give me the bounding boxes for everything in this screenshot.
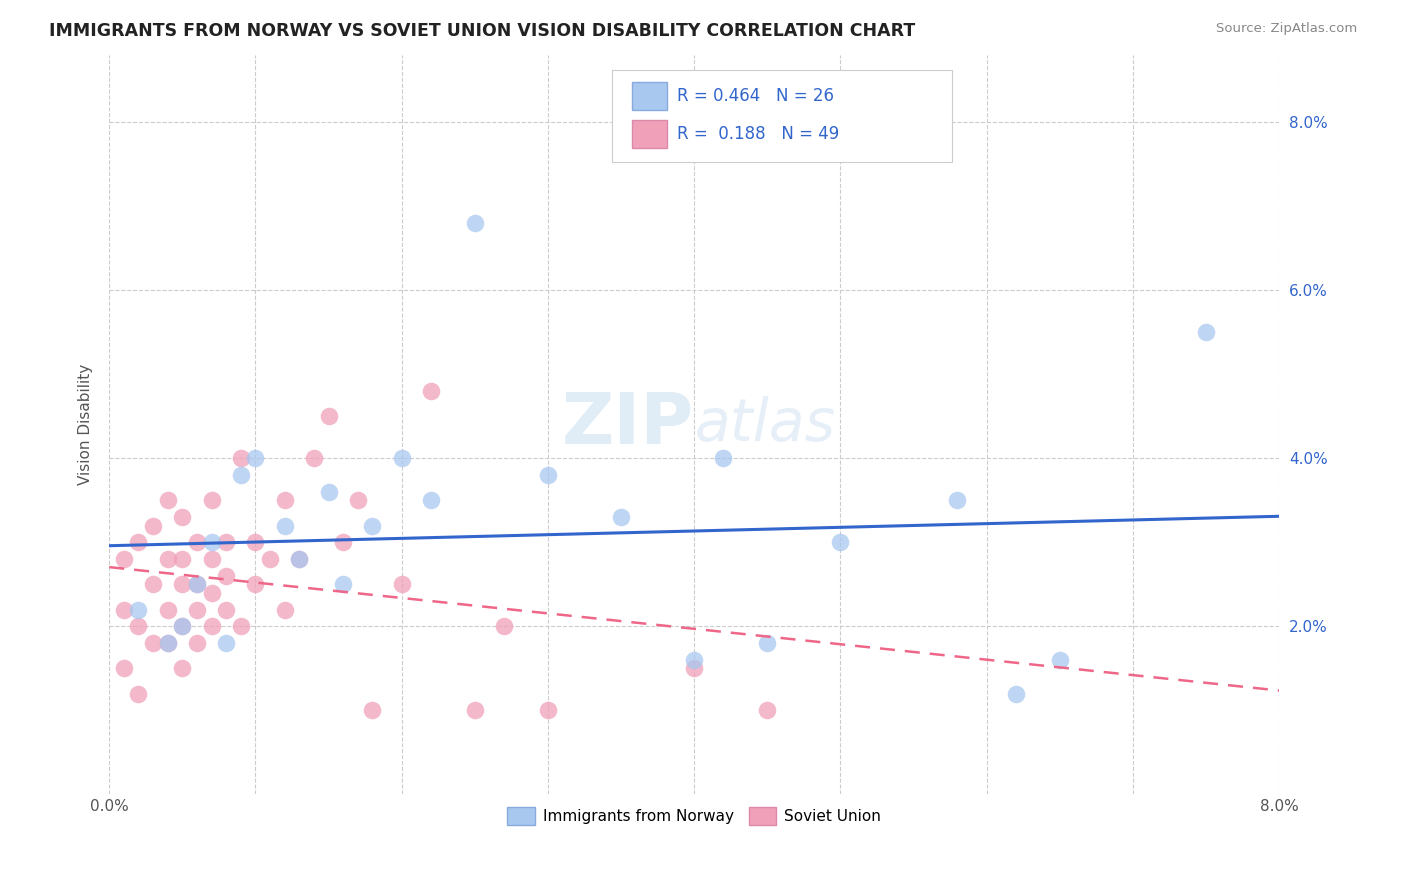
Point xyxy=(274,518,297,533)
Point xyxy=(332,535,354,549)
Legend: Immigrants from Norway, Soviet Union: Immigrants from Norway, Soviet Union xyxy=(502,801,887,831)
Point xyxy=(156,636,179,650)
Point xyxy=(186,636,208,650)
Point xyxy=(172,661,194,675)
Point xyxy=(201,619,224,633)
Point xyxy=(361,703,384,717)
Point xyxy=(259,552,281,566)
Point xyxy=(112,661,135,675)
Point xyxy=(112,552,135,566)
Point xyxy=(127,535,149,549)
Point xyxy=(464,216,486,230)
Text: Source: ZipAtlas.com: Source: ZipAtlas.com xyxy=(1216,22,1357,36)
Point xyxy=(172,552,194,566)
Point xyxy=(756,636,779,650)
Text: atlas: atlas xyxy=(695,396,835,453)
Point xyxy=(713,451,735,466)
Point xyxy=(420,493,443,508)
Point xyxy=(142,577,165,591)
Point xyxy=(156,552,179,566)
Point xyxy=(156,636,179,650)
Point xyxy=(215,636,238,650)
Text: ZIP: ZIP xyxy=(562,391,695,459)
Point xyxy=(245,535,267,549)
Point xyxy=(201,493,224,508)
Y-axis label: Vision Disability: Vision Disability xyxy=(79,364,93,485)
Point xyxy=(186,577,208,591)
Point xyxy=(494,619,516,633)
Point xyxy=(127,602,149,616)
Point xyxy=(830,535,852,549)
Point xyxy=(537,468,560,483)
Point xyxy=(142,518,165,533)
FancyBboxPatch shape xyxy=(633,82,668,110)
Point xyxy=(172,619,194,633)
Point xyxy=(1195,326,1218,340)
Point xyxy=(172,510,194,524)
Text: R = 0.464   N = 26: R = 0.464 N = 26 xyxy=(676,87,834,104)
Text: R =  0.188   N = 49: R = 0.188 N = 49 xyxy=(676,125,839,144)
Point xyxy=(274,493,297,508)
Point xyxy=(683,661,706,675)
Point xyxy=(361,518,384,533)
Point xyxy=(201,535,224,549)
Point xyxy=(288,552,311,566)
Point xyxy=(156,602,179,616)
Point xyxy=(318,485,340,500)
Point xyxy=(332,577,354,591)
Point xyxy=(683,653,706,667)
Point xyxy=(186,577,208,591)
Point xyxy=(610,510,633,524)
Text: IMMIGRANTS FROM NORWAY VS SOVIET UNION VISION DISABILITY CORRELATION CHART: IMMIGRANTS FROM NORWAY VS SOVIET UNION V… xyxy=(49,22,915,40)
Point xyxy=(142,636,165,650)
Point xyxy=(318,409,340,424)
Point xyxy=(215,535,238,549)
Point xyxy=(391,451,413,466)
Point xyxy=(156,493,179,508)
Point xyxy=(229,619,252,633)
Point xyxy=(186,535,208,549)
Point xyxy=(420,384,443,399)
Point xyxy=(537,703,560,717)
Point xyxy=(288,552,311,566)
Point xyxy=(229,468,252,483)
Point xyxy=(391,577,413,591)
Point xyxy=(756,703,779,717)
FancyBboxPatch shape xyxy=(612,70,952,162)
Point xyxy=(172,577,194,591)
Point xyxy=(127,687,149,701)
Point xyxy=(127,619,149,633)
Point xyxy=(215,569,238,583)
Point xyxy=(1005,687,1028,701)
Point xyxy=(302,451,325,466)
Point xyxy=(347,493,370,508)
Point xyxy=(1049,653,1071,667)
Point xyxy=(215,602,238,616)
Point xyxy=(946,493,969,508)
Point xyxy=(245,451,267,466)
Point xyxy=(229,451,252,466)
Point xyxy=(201,586,224,600)
Point xyxy=(112,602,135,616)
Point xyxy=(201,552,224,566)
Point xyxy=(172,619,194,633)
FancyBboxPatch shape xyxy=(633,120,668,148)
Point xyxy=(464,703,486,717)
Point xyxy=(274,602,297,616)
Point xyxy=(245,577,267,591)
Point xyxy=(186,602,208,616)
